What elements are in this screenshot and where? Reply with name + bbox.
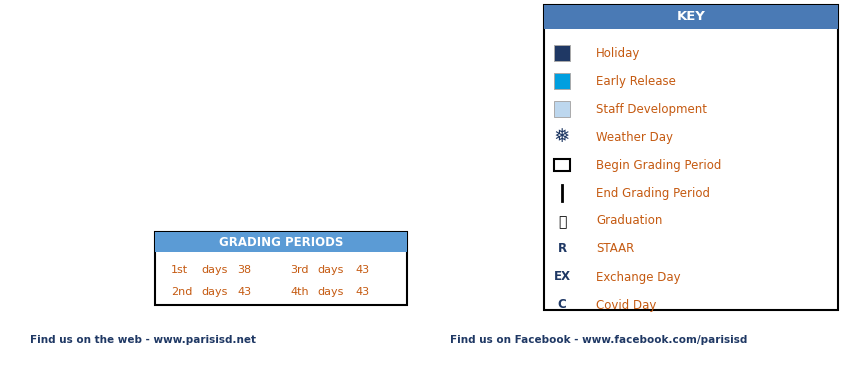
Bar bbox=[554, 73, 570, 89]
Text: Staff Development: Staff Development bbox=[596, 102, 707, 115]
Text: Find us on the web - www.parisisd.net: Find us on the web - www.parisisd.net bbox=[30, 335, 256, 345]
Text: ❅: ❅ bbox=[554, 128, 571, 147]
Bar bbox=[554, 159, 570, 171]
Text: days: days bbox=[201, 287, 227, 297]
Text: Covid Day: Covid Day bbox=[596, 299, 657, 312]
Text: Find us on Facebook - www.facebook.com/parisisd: Find us on Facebook - www.facebook.com/p… bbox=[450, 335, 748, 345]
Text: 2nd: 2nd bbox=[171, 287, 192, 297]
Bar bbox=[155, 232, 407, 305]
Bar bbox=[554, 101, 570, 117]
Text: 🎓: 🎓 bbox=[558, 215, 566, 229]
Text: 1st: 1st bbox=[171, 265, 188, 275]
Text: 43: 43 bbox=[355, 265, 369, 275]
Text: Exchange Day: Exchange Day bbox=[596, 270, 680, 283]
Text: STAAR: STAAR bbox=[596, 242, 634, 256]
Bar bbox=[544, 5, 838, 29]
Text: Early Release: Early Release bbox=[596, 74, 676, 87]
Text: days: days bbox=[317, 287, 344, 297]
Text: 38: 38 bbox=[237, 265, 252, 275]
Text: 3rd: 3rd bbox=[290, 265, 309, 275]
Text: EX: EX bbox=[554, 270, 571, 283]
Text: C: C bbox=[558, 299, 566, 312]
Text: Begin Grading Period: Begin Grading Period bbox=[596, 158, 722, 172]
Text: Graduation: Graduation bbox=[596, 215, 663, 228]
Text: KEY: KEY bbox=[677, 10, 706, 24]
Text: Holiday: Holiday bbox=[596, 47, 641, 60]
Bar bbox=[544, 5, 838, 310]
Text: R: R bbox=[557, 242, 566, 256]
Text: Weather Day: Weather Day bbox=[596, 131, 673, 144]
Text: 4th: 4th bbox=[290, 287, 309, 297]
Text: GRADING PERIODS: GRADING PERIODS bbox=[219, 235, 344, 249]
Bar bbox=[155, 232, 407, 252]
Text: days: days bbox=[317, 265, 344, 275]
Text: 43: 43 bbox=[355, 287, 369, 297]
Text: days: days bbox=[201, 265, 227, 275]
Bar bbox=[554, 45, 570, 61]
Text: 43: 43 bbox=[237, 287, 252, 297]
Text: End Grading Period: End Grading Period bbox=[596, 186, 710, 199]
